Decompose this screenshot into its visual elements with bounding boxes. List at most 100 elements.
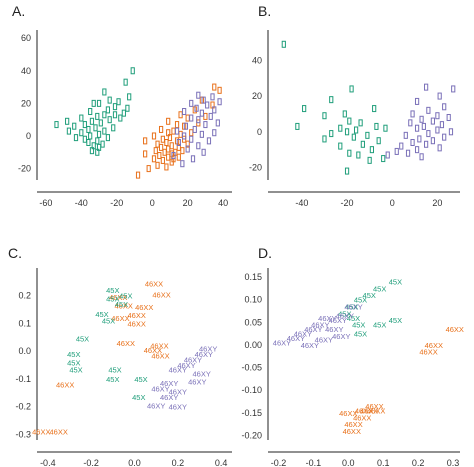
series-purple	[171, 91, 222, 168]
data-point	[127, 93, 132, 101]
data-point	[102, 88, 107, 96]
data-point	[86, 139, 91, 146]
data-point	[185, 145, 190, 153]
x-tick-label: 40	[218, 198, 228, 208]
data-point	[410, 110, 415, 118]
x-tick-label: -20	[341, 198, 354, 208]
data-point	[349, 85, 354, 93]
data-point-label: 45X	[373, 284, 386, 293]
data-point	[421, 122, 426, 130]
data-point	[166, 117, 171, 125]
data-point	[203, 121, 208, 129]
data-point	[217, 86, 222, 94]
data-point-label: 45X	[338, 309, 351, 318]
data-point	[151, 132, 157, 140]
data-point	[302, 105, 307, 113]
data-point-label: 46XX	[127, 319, 145, 328]
data-point	[426, 106, 431, 114]
data-point	[189, 129, 194, 137]
data-point	[130, 67, 135, 75]
panel-c: C. -0.3 -0.2 -0.1 0.0 0.1 0.2 -0.4 -0.2 0.0 0.2 0.4…	[8, 245, 232, 467]
data-point-label: 45X	[67, 358, 80, 367]
data-point	[151, 155, 157, 163]
data-point	[98, 119, 103, 127]
data-point	[365, 131, 370, 139]
y-tick-label: -0.05	[241, 363, 262, 373]
data-point-label: 46XY	[160, 393, 178, 402]
data-point	[107, 116, 112, 124]
series-green	[281, 40, 388, 175]
data-point-label: 45X	[373, 321, 386, 330]
panel-d: D. -0.20 -0.15 -0.10 -0.05 0.00 0.05 0.10 0.15 -0…	[241, 245, 463, 467]
data-point	[439, 121, 445, 129]
y-tick-label: 0.1	[18, 318, 31, 328]
x-tick-label: -60	[39, 198, 52, 208]
data-point	[93, 124, 98, 132]
data-point	[95, 112, 100, 120]
panel-label: B.	[258, 3, 271, 19]
x-tick-label: 0	[150, 198, 155, 208]
data-point	[176, 153, 181, 161]
data-point	[169, 142, 174, 150]
data-point	[166, 153, 171, 161]
data-point	[96, 130, 102, 138]
data-point	[185, 140, 190, 148]
data-point	[426, 130, 431, 138]
data-point-label: 45X	[106, 286, 119, 295]
data-point	[212, 129, 217, 137]
x-tick-label: -0.2	[83, 458, 99, 467]
data-point	[414, 97, 420, 105]
data-point	[437, 144, 442, 152]
data-point	[96, 99, 102, 107]
x-tick-label: 0.2	[172, 458, 185, 467]
data-point	[182, 132, 187, 140]
y-tick-label: 0.10	[244, 295, 262, 305]
data-point	[448, 128, 454, 136]
data-point-label: 46XX	[343, 427, 361, 436]
data-point-label: 46XY	[294, 330, 312, 339]
data-point	[201, 96, 206, 104]
data-point	[342, 110, 347, 118]
data-point-label: 46XX	[150, 342, 168, 351]
series-orange: 46XX46XX46XX46XX46XX46XX46XX46XX46XX46XX…	[339, 325, 464, 436]
data-point-label: 46XY	[301, 341, 319, 350]
data-point	[430, 117, 435, 125]
data-point	[143, 137, 148, 145]
data-point-label: 46XX	[425, 341, 443, 350]
data-point	[180, 160, 185, 168]
data-point	[88, 132, 93, 140]
data-point	[385, 151, 390, 159]
x-tick-label: 0.0	[342, 458, 355, 467]
data-point	[435, 112, 440, 120]
data-point	[158, 143, 164, 151]
data-point	[180, 147, 185, 155]
x-tick-label: 0.1	[377, 458, 390, 467]
data-point	[183, 122, 189, 130]
data-point-label: 46XY	[195, 350, 213, 359]
data-point	[338, 124, 343, 132]
data-point	[135, 171, 141, 179]
data-point-label: 46XY	[199, 344, 217, 353]
data-point	[91, 99, 96, 107]
data-point-label: 45X	[115, 300, 128, 309]
data-point	[111, 124, 116, 132]
data-point	[437, 92, 442, 100]
data-point	[217, 98, 222, 106]
data-point	[417, 135, 422, 143]
data-point	[102, 127, 107, 135]
y-tick-label: 0.05	[244, 317, 262, 327]
data-point	[174, 127, 180, 135]
data-point	[79, 129, 84, 137]
panel-a: A. -20 0 20 40 60 -60 -40 -20 0 20 40	[12, 3, 232, 208]
data-point	[201, 148, 206, 156]
data-point	[155, 140, 160, 148]
data-point	[190, 155, 196, 163]
data-point	[360, 140, 365, 148]
data-point	[215, 119, 220, 127]
series-green	[54, 67, 135, 156]
data-point	[338, 142, 343, 150]
data-point	[89, 117, 95, 125]
data-point	[112, 111, 118, 119]
data-point	[194, 104, 199, 112]
data-point	[347, 149, 352, 157]
